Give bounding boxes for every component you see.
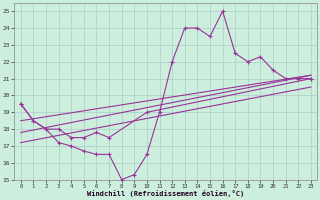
X-axis label: Windchill (Refroidissement éolien,°C): Windchill (Refroidissement éolien,°C): [87, 190, 244, 197]
